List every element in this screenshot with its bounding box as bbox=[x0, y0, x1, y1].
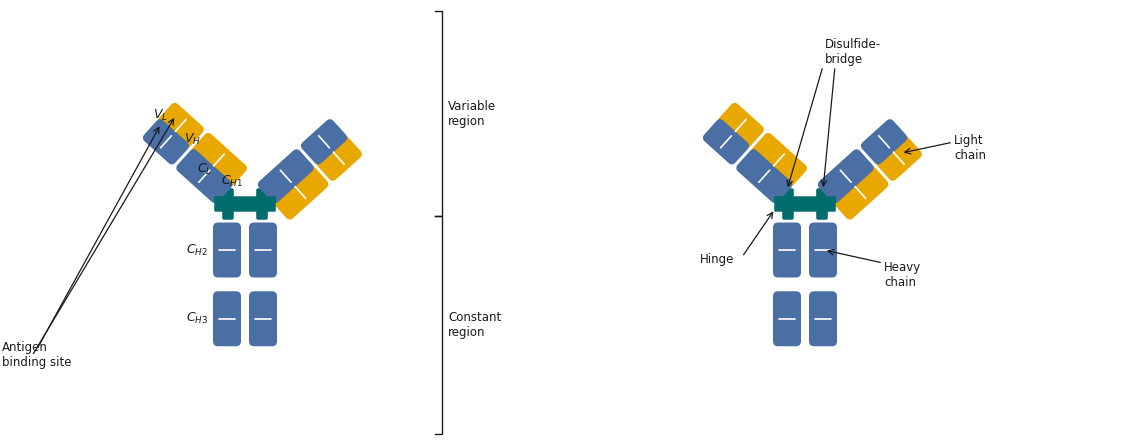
Text: Hinge: Hinge bbox=[700, 252, 734, 265]
FancyBboxPatch shape bbox=[258, 149, 314, 203]
Text: Antigen
binding site: Antigen binding site bbox=[2, 341, 72, 369]
FancyBboxPatch shape bbox=[213, 291, 241, 346]
Text: $C_{H2}$: $C_{H2}$ bbox=[186, 243, 207, 257]
FancyBboxPatch shape bbox=[249, 223, 277, 277]
Text: $V_H$: $V_H$ bbox=[184, 132, 201, 147]
FancyBboxPatch shape bbox=[301, 119, 348, 165]
FancyBboxPatch shape bbox=[717, 103, 764, 148]
Text: $C_L$: $C_L$ bbox=[197, 162, 212, 178]
FancyBboxPatch shape bbox=[256, 188, 268, 220]
FancyBboxPatch shape bbox=[190, 133, 247, 187]
FancyBboxPatch shape bbox=[272, 165, 328, 219]
FancyBboxPatch shape bbox=[213, 223, 241, 277]
FancyBboxPatch shape bbox=[773, 291, 801, 346]
FancyBboxPatch shape bbox=[751, 133, 807, 187]
FancyBboxPatch shape bbox=[861, 119, 907, 165]
FancyBboxPatch shape bbox=[782, 188, 793, 220]
FancyBboxPatch shape bbox=[809, 223, 837, 277]
FancyBboxPatch shape bbox=[817, 149, 873, 203]
FancyBboxPatch shape bbox=[214, 204, 276, 212]
Text: Light
chain: Light chain bbox=[954, 134, 986, 162]
FancyBboxPatch shape bbox=[142, 119, 189, 165]
FancyBboxPatch shape bbox=[774, 204, 836, 212]
FancyBboxPatch shape bbox=[249, 291, 277, 346]
FancyBboxPatch shape bbox=[222, 188, 234, 220]
FancyBboxPatch shape bbox=[736, 149, 792, 203]
Text: Constant
region: Constant region bbox=[448, 311, 502, 339]
FancyBboxPatch shape bbox=[809, 291, 837, 346]
Text: Variable
region: Variable region bbox=[448, 99, 496, 128]
Text: $C_{H3}$: $C_{H3}$ bbox=[186, 311, 207, 326]
FancyBboxPatch shape bbox=[214, 196, 276, 204]
FancyBboxPatch shape bbox=[702, 119, 749, 165]
Text: $V_L$: $V_L$ bbox=[153, 108, 168, 123]
Text: Disulfide-
bridge: Disulfide- bridge bbox=[825, 38, 881, 66]
FancyBboxPatch shape bbox=[876, 136, 922, 181]
FancyBboxPatch shape bbox=[816, 188, 828, 220]
FancyBboxPatch shape bbox=[773, 223, 801, 277]
Text: $C_{H1}$: $C_{H1}$ bbox=[221, 173, 243, 189]
FancyBboxPatch shape bbox=[316, 136, 361, 181]
Text: Heavy
chain: Heavy chain bbox=[884, 261, 921, 289]
FancyBboxPatch shape bbox=[157, 103, 204, 148]
FancyBboxPatch shape bbox=[177, 149, 233, 203]
FancyBboxPatch shape bbox=[832, 165, 888, 219]
FancyBboxPatch shape bbox=[774, 196, 836, 204]
